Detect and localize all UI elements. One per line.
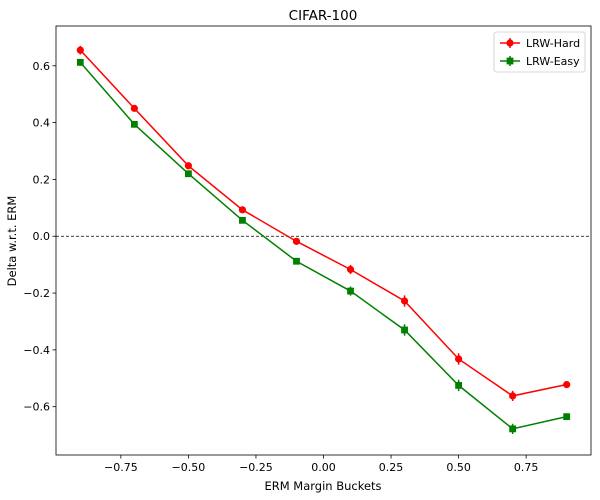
data-point-lrw-hard [455, 355, 463, 363]
x-tick-label: 0.25 [379, 461, 404, 474]
legend-label-lrw-easy: LRW-Easy [526, 55, 580, 68]
x-tick-label: −0.75 [104, 461, 138, 474]
x-tick-label: −0.50 [172, 461, 206, 474]
series-line-lrw-easy [79, 61, 567, 430]
legend-marker-lrw-easy [506, 57, 514, 65]
y-tick-label: −0.4 [23, 344, 50, 357]
plot-frame [55, 25, 592, 456]
data-point-lrw-hard [184, 162, 192, 170]
legend-box [493, 31, 586, 73]
data-point-lrw-easy [509, 425, 517, 433]
data-point-lrw-easy [130, 120, 138, 128]
data-point-lrw-hard [292, 237, 301, 245]
x-tick-label: −0.25 [239, 461, 273, 474]
y-axis-label: Delta w.r.t. ERM [5, 196, 19, 287]
y-tick-label: 0.2 [33, 173, 51, 186]
data-point-lrw-easy [455, 381, 463, 389]
legend: LRW-Hard LRW-Easy [493, 31, 586, 73]
data-point-lrw-easy [401, 326, 408, 334]
x-axis-label: ERM Margin Buckets [264, 479, 381, 493]
y-tick-label: 0.0 [33, 230, 51, 243]
y-tick-label: 0.6 [33, 60, 51, 73]
data-point-lrw-hard [238, 206, 247, 214]
x-tick-label: 0.75 [514, 461, 539, 474]
data-point-lrw-hard [400, 297, 409, 305]
data-point-lrw-easy [293, 257, 300, 265]
series-line-lrw-hard [79, 49, 567, 397]
data-point-lrw-hard [509, 392, 517, 400]
data-point-lrw-easy [239, 216, 246, 224]
data-point-lrw-easy [347, 287, 354, 295]
y-tick-label: −0.6 [23, 401, 50, 414]
data-point-lrw-hard [346, 265, 355, 274]
data-point-lrw-easy [184, 170, 192, 178]
x-tick-label: 0.00 [311, 461, 336, 474]
legend-marker-lrw-hard [506, 39, 514, 47]
x-tick-label: 0.50 [446, 461, 471, 474]
data-point-lrw-hard [76, 46, 84, 54]
chart-title: CIFAR-100 [289, 8, 358, 24]
data-point-lrw-hard [130, 104, 138, 112]
data-point-lrw-easy [563, 413, 571, 421]
y-tick-label: −0.2 [23, 287, 50, 300]
legend-label-lrw-hard: LRW-Hard [526, 37, 580, 50]
data-point-lrw-hard [563, 380, 571, 389]
data-point-lrw-easy [76, 58, 84, 66]
y-tick-label: 0.4 [33, 117, 51, 130]
